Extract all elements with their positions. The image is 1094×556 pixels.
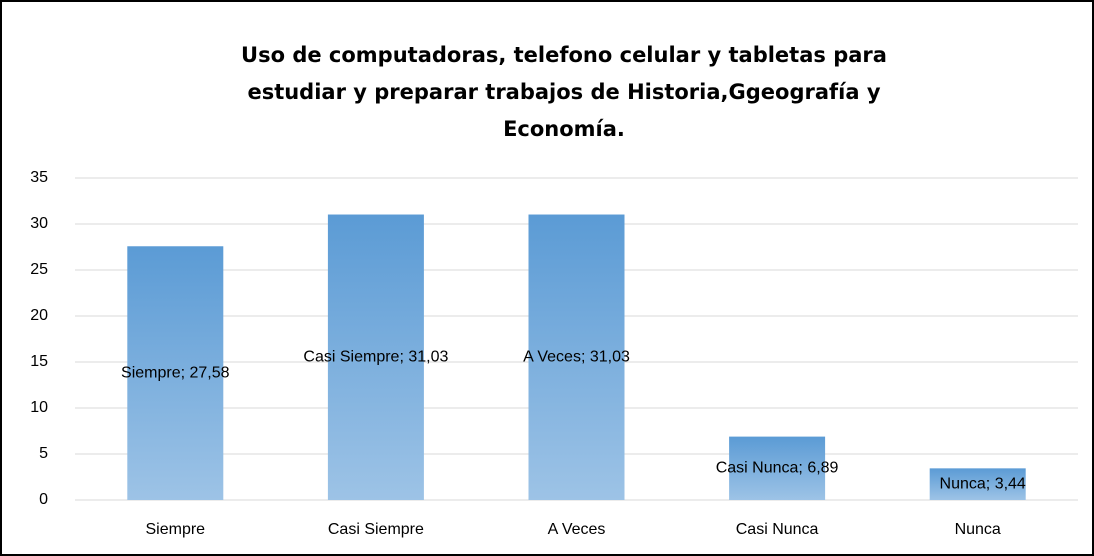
y-tick-label: 30 — [30, 215, 48, 232]
data-label: Nunca; 3,44 — [940, 475, 1026, 492]
chart-title: Economía. — [503, 117, 625, 141]
y-tick-label: 0 — [39, 491, 48, 508]
data-label: Casi Siempre; 31,03 — [303, 348, 448, 365]
bar — [929, 468, 1026, 500]
y-tick-label: 35 — [30, 169, 48, 186]
bar — [528, 214, 625, 501]
x-tick-label: Nunca — [955, 521, 1001, 538]
y-tick-label: 25 — [30, 261, 48, 278]
y-tick-label: 20 — [30, 307, 48, 324]
x-tick-label: Casi Siempre — [328, 521, 424, 538]
x-tick-label: Siempre — [146, 521, 206, 538]
bar — [729, 436, 826, 500]
data-label: A Veces; 31,03 — [523, 348, 630, 365]
chart-title: Uso de computadoras, telefono celular y … — [241, 43, 887, 67]
bar — [127, 246, 224, 500]
x-tick-label: A Veces — [548, 521, 606, 538]
data-label: Casi Nunca; 6,89 — [716, 460, 839, 477]
x-tick-label: Casi Nunca — [736, 521, 819, 538]
chart-title: estudiar y preparar trabajos de Historia… — [247, 80, 880, 104]
y-tick-label: 10 — [30, 399, 48, 416]
data-label: Siempre; 27,58 — [121, 364, 230, 381]
y-tick-label: 15 — [30, 353, 48, 370]
bar — [327, 214, 424, 501]
y-tick-label: 5 — [39, 445, 48, 462]
